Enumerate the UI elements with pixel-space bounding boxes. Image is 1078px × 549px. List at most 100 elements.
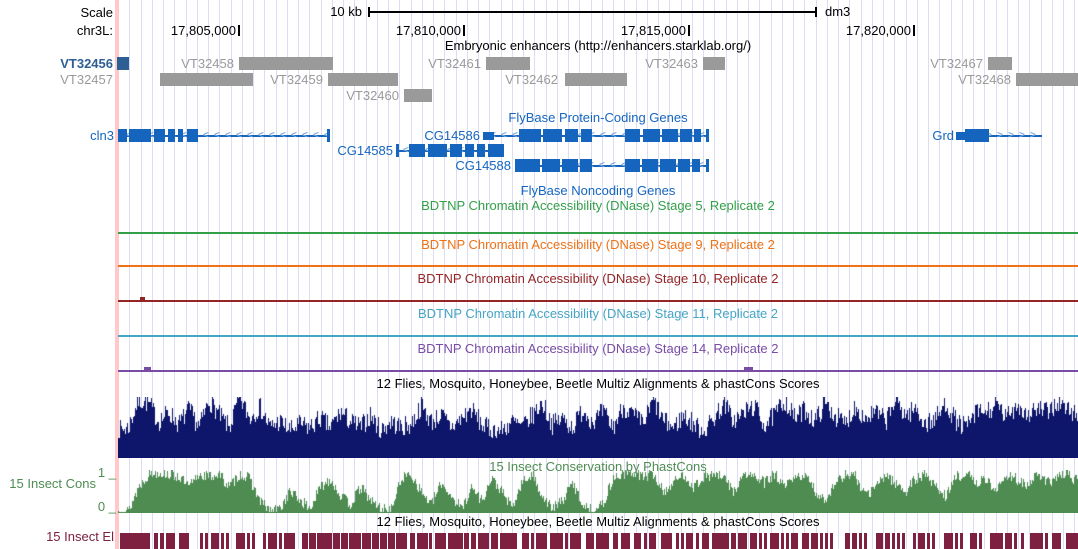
enhancer-box[interactable]	[486, 57, 530, 70]
bdtnp-signal-baseline[interactable]	[118, 335, 1078, 337]
conserved-element-block[interactable]	[410, 533, 415, 549]
conserved-element-block[interactable]	[681, 533, 684, 549]
conserved-element-block[interactable]	[876, 533, 883, 549]
conserved-element-block[interactable]	[864, 533, 867, 549]
conserved-element-block[interactable]	[362, 533, 371, 549]
conserved-element-block[interactable]	[661, 533, 672, 549]
gene-exon[interactable]	[465, 144, 474, 157]
enhancer-box[interactable]	[565, 73, 627, 86]
conserved-element-block[interactable]	[955, 533, 958, 549]
gene-exon[interactable]	[643, 129, 660, 142]
conserved-element-block[interactable]	[781, 533, 784, 549]
gene-exon[interactable]	[543, 129, 562, 142]
conserved-element-block[interactable]	[247, 533, 250, 549]
conserved-element-block[interactable]	[200, 533, 203, 549]
conserved-element-block[interactable]	[1030, 533, 1043, 549]
gene-exon[interactable]	[519, 129, 541, 142]
conserved-element-block[interactable]	[811, 533, 818, 549]
conserved-element-block[interactable]	[279, 533, 282, 549]
conserved-element-block[interactable]	[417, 533, 428, 549]
conserved-element-block[interactable]	[317, 533, 332, 549]
enhancer-box[interactable]	[328, 73, 398, 86]
gene-exon[interactable]	[706, 159, 709, 172]
conserved-element-block[interactable]	[268, 533, 277, 549]
gene-exon[interactable]	[580, 159, 592, 172]
conserved-element-block[interactable]	[120, 533, 150, 549]
conserved-element-block[interactable]	[448, 533, 463, 549]
conserved-element-block[interactable]	[500, 533, 517, 549]
conserved-element-block[interactable]	[676, 533, 679, 549]
conserved-element-block[interactable]	[791, 533, 798, 549]
conserved-element-block[interactable]	[644, 533, 647, 549]
gene-exon[interactable]	[662, 129, 678, 142]
gene-exon[interactable]	[562, 159, 578, 172]
track-title-bdtnp[interactable]: BDTNP Chromatin Accessibility (DNase) St…	[417, 306, 779, 321]
conserved-element-block[interactable]	[221, 533, 224, 549]
conserved-element-block[interactable]	[885, 533, 890, 549]
conserved-element-block[interactable]	[927, 533, 930, 549]
elements-track-label[interactable]: 15 Insect El	[46, 529, 114, 544]
conserved-element-block[interactable]	[759, 533, 762, 549]
conserved-element-block[interactable]	[1045, 533, 1048, 549]
conserved-element-block[interactable]	[211, 533, 219, 549]
conserved-element-block[interactable]	[649, 533, 656, 549]
conserved-element-block[interactable]	[696, 533, 699, 549]
phastcons-wiggle[interactable]	[118, 470, 1078, 513]
gene-exon[interactable]	[178, 129, 183, 142]
conserved-element-block[interactable]	[333, 533, 340, 549]
conserved-element-block[interactable]	[160, 533, 164, 549]
conserved-element-block[interactable]	[686, 533, 693, 549]
conserved-element-block[interactable]	[179, 533, 189, 549]
gene-exon[interactable]	[168, 129, 175, 142]
track-title-flybase-noncoding[interactable]: FlyBase Noncoding Genes	[520, 183, 676, 198]
gene-exon[interactable]	[678, 159, 690, 172]
conserved-element-block[interactable]	[979, 533, 982, 549]
conserved-element-block[interactable]	[852, 533, 857, 549]
conserved-element-block[interactable]	[738, 533, 747, 549]
gene-exon[interactable]	[187, 129, 198, 142]
conserved-element-block[interactable]	[1005, 533, 1012, 549]
conserved-element-block[interactable]	[309, 533, 316, 549]
conserved-element-block[interactable]	[464, 533, 469, 549]
track-title-bdtnp[interactable]: BDTNP Chromatin Accessibility (DNase) St…	[417, 271, 779, 286]
gene-exon[interactable]	[118, 129, 127, 142]
track-title-embryonic-enhancers[interactable]: Embryonic enhancers (http://enhancers.st…	[444, 38, 752, 53]
gene-exon[interactable]	[477, 144, 485, 157]
gene-exon[interactable]	[965, 129, 989, 142]
conserved-element-block[interactable]	[621, 533, 630, 549]
conserved-element-block[interactable]	[550, 533, 563, 549]
conserved-element-block[interactable]	[702, 533, 709, 549]
conserved-element-block[interactable]	[825, 533, 828, 549]
conserved-element-block[interactable]	[897, 533, 900, 549]
bdtnp-signal-baseline[interactable]	[118, 300, 1078, 302]
conserved-element-block[interactable]	[750, 533, 757, 549]
conserved-element-block[interactable]	[944, 533, 953, 549]
track-title-bdtnp[interactable]: BDTNP Chromatin Accessibility (DNase) St…	[417, 341, 779, 356]
conserved-element-block[interactable]	[349, 533, 361, 549]
bdtnp-signal-baseline[interactable]	[118, 232, 1078, 234]
conserved-element-block[interactable]	[471, 533, 476, 549]
conserved-element-block[interactable]	[634, 533, 641, 549]
conserved-element-block[interactable]	[859, 533, 862, 549]
gene-utr-exon[interactable]	[956, 132, 965, 140]
conserved-element-block[interactable]	[1066, 533, 1078, 549]
track-title-flybase-coding[interactable]: FlyBase Protein-Coding Genes	[508, 110, 688, 125]
conserved-element-block[interactable]	[205, 533, 208, 549]
gene-exon[interactable]	[706, 129, 709, 142]
gene-utr-exon[interactable]	[483, 132, 494, 140]
conserved-element-block[interactable]	[166, 533, 175, 549]
track-title-multiz[interactable]: 12 Flies, Mosquito, Honeybee, Beetle Mul…	[376, 376, 820, 391]
gene-exon[interactable]	[660, 159, 676, 172]
conserved-element-block[interactable]	[154, 533, 158, 549]
conserved-element-block[interactable]	[960, 533, 963, 549]
conserved-element-block[interactable]	[932, 533, 935, 549]
conserved-element-block[interactable]	[302, 533, 308, 549]
conserved-element-block[interactable]	[236, 533, 245, 549]
gene-exon[interactable]	[327, 129, 330, 142]
conserved-element-block[interactable]	[1052, 533, 1061, 549]
conserved-element-block[interactable]	[770, 533, 779, 549]
conserved-element-block[interactable]	[918, 533, 925, 549]
gene-intron-line[interactable]	[120, 135, 329, 137]
conserved-element-block[interactable]	[786, 533, 789, 549]
conserved-element-block[interactable]	[570, 533, 581, 549]
